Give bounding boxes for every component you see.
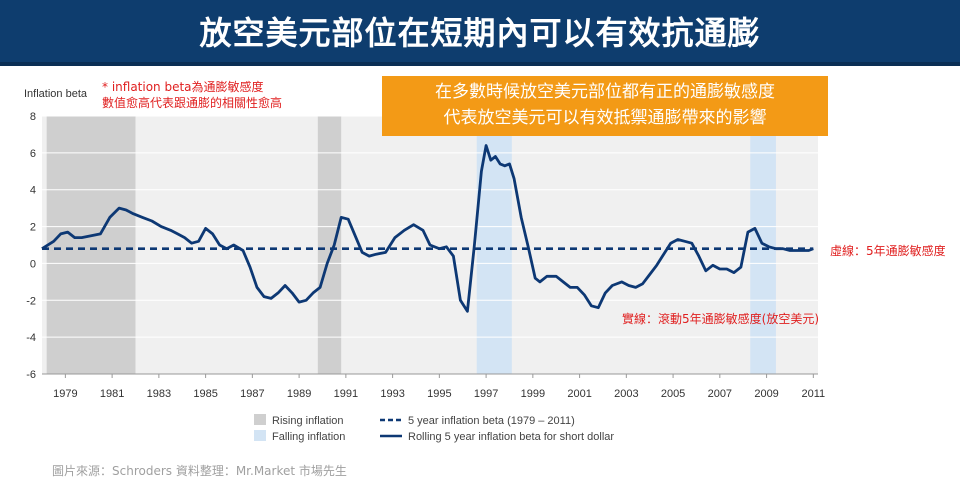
x-tick-label: 2011 — [801, 388, 825, 400]
x-tick-label: 1983 — [147, 388, 171, 400]
shaded-period-falling — [476, 116, 512, 374]
x-tick-label: 1999 — [521, 388, 545, 400]
x-tick-label: 2007 — [708, 388, 732, 400]
x-tick-label: 2009 — [754, 388, 778, 400]
x-tick-label: 1987 — [240, 388, 264, 400]
y-axis-label: Inflation beta — [24, 88, 87, 100]
x-tick-label: 1997 — [474, 388, 498, 400]
x-tick-label: 1993 — [380, 388, 404, 400]
x-tick-label: 1989 — [287, 388, 311, 400]
legend-swatch-rising — [254, 414, 266, 425]
x-tick-label: 1979 — [53, 388, 77, 400]
x-tick-label: 1981 — [100, 388, 124, 400]
x-tick-label: 1991 — [334, 388, 358, 400]
beta-note-line-1: * inflation beta為通膨敏感度 — [102, 80, 264, 94]
legend-label: Rising inflation — [272, 415, 344, 427]
y-tick-label: 6 — [30, 148, 36, 160]
callout-box: 在多數時候放空美元部位都有正的通膨敏感度 代表放空美元可以有效抵禦通膨帶來的影響 — [382, 76, 828, 136]
legend-label: Falling inflation — [272, 431, 345, 443]
legend-label: Rolling 5 year inflation beta for short … — [408, 431, 614, 443]
y-tick-label: -2 — [26, 295, 36, 307]
legend-label: 5 year inflation beta (1979 – 2011) — [408, 415, 575, 427]
x-tick-label: 2001 — [567, 388, 591, 400]
legend-swatch-falling — [254, 430, 266, 441]
callout-line-1: 在多數時候放空美元部位都有正的通膨敏感度 — [435, 82, 775, 102]
y-tick-label: 4 — [30, 185, 36, 197]
y-tick-label: -6 — [26, 369, 36, 381]
y-tick-label: 8 — [30, 111, 36, 123]
beta-note: * inflation beta為通膨敏感度 數值愈高代表跟通膨的相關性愈高 — [102, 79, 282, 111]
page-title: 放空美元部位在短期內可以有效抗通膨 — [0, 0, 960, 66]
x-tick-label: 1985 — [193, 388, 217, 400]
series-line-rolling-beta — [41, 144, 814, 313]
x-tick-label: 2005 — [661, 388, 685, 400]
dashed-line-annotation: 虛線：5年通膨敏感度 — [830, 244, 946, 258]
callout-line-2: 代表放空美元可以有效抵禦通膨帶來的影響 — [443, 108, 767, 128]
y-tick-label: -4 — [26, 332, 36, 344]
beta-note-line-2: 數值愈高代表跟通膨的相關性愈高 — [102, 96, 283, 110]
x-tick-label: 1995 — [427, 388, 451, 400]
solid-line-annotation: 實線：滾動5年通膨敏感度(放空美元) — [622, 312, 819, 326]
source-credit: 圖片來源：Schroders 資料整理：Mr.Market 市場先生 — [52, 464, 347, 478]
shaded-period-rising — [317, 116, 342, 374]
y-tick-label: 2 — [30, 222, 36, 234]
shaded-period-rising — [46, 116, 136, 374]
x-tick-label: 2003 — [614, 388, 638, 400]
y-tick-label: 0 — [30, 258, 36, 270]
